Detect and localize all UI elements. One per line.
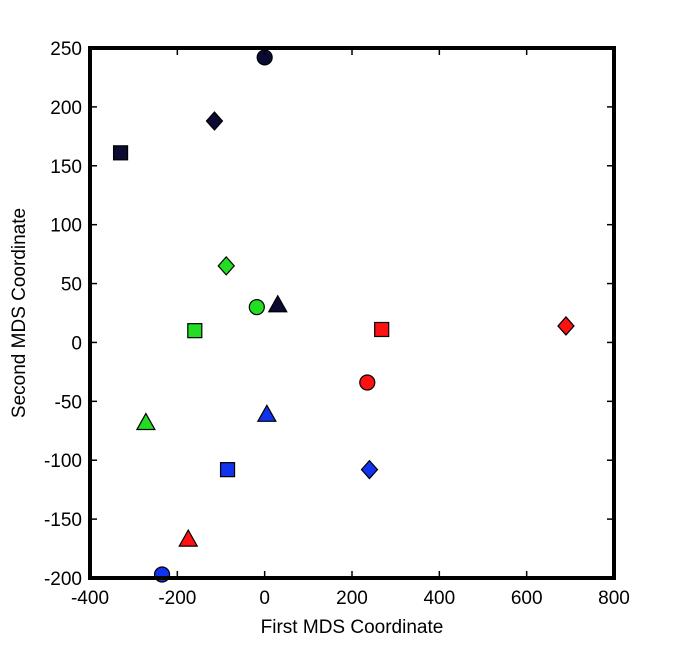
x-tick-label: 600	[511, 588, 543, 609]
y-tick-label: -50	[55, 392, 82, 413]
data-point-navy-square	[112, 145, 129, 161]
data-point-red-triangle	[178, 528, 199, 547]
data-point-blue-triangle	[256, 404, 277, 422]
points-layer	[112, 49, 575, 583]
data-point-green-square	[187, 323, 203, 339]
y-tick-label: 250	[50, 39, 82, 60]
y-tick-label: -150	[44, 510, 82, 531]
data-point-red-circle	[359, 374, 376, 391]
data-point-red-diamond	[557, 316, 575, 336]
y-tick-label: 150	[50, 157, 82, 178]
x-tick-label: -400	[71, 588, 109, 609]
axis-ticks: -400 -200 0 200 400 600 800-200-150-100-500501…	[44, 39, 630, 609]
data-point-blue-diamond	[360, 459, 379, 480]
y-tick-label: -200	[44, 569, 82, 590]
data-point-navy-triangle	[267, 294, 288, 313]
data-point-blue-square	[219, 462, 236, 478]
x-tick-label: 200	[336, 588, 368, 609]
y-tick-label: 200	[50, 98, 82, 119]
y-tick-label: 50	[61, 275, 82, 296]
x-tick-label: 0	[259, 588, 270, 609]
data-point-green-triangle	[135, 412, 156, 431]
x-tick-label: 400	[423, 588, 455, 609]
y-tick-label: -100	[44, 451, 82, 472]
x-tick-label: -200	[158, 588, 196, 609]
x-tick-label: 800	[598, 588, 630, 609]
data-point-red-square	[374, 321, 390, 338]
y-tick-label: 100	[50, 216, 82, 237]
x-axis-label: First MDS Coordinate	[261, 617, 444, 638]
y-tick-label: 0	[71, 333, 82, 354]
y-axis-label: Second MDS Coordinate	[9, 208, 30, 418]
data-point-navy-diamond	[205, 111, 224, 131]
data-point-green-diamond	[217, 255, 236, 276]
data-point-green-circle	[248, 299, 265, 316]
